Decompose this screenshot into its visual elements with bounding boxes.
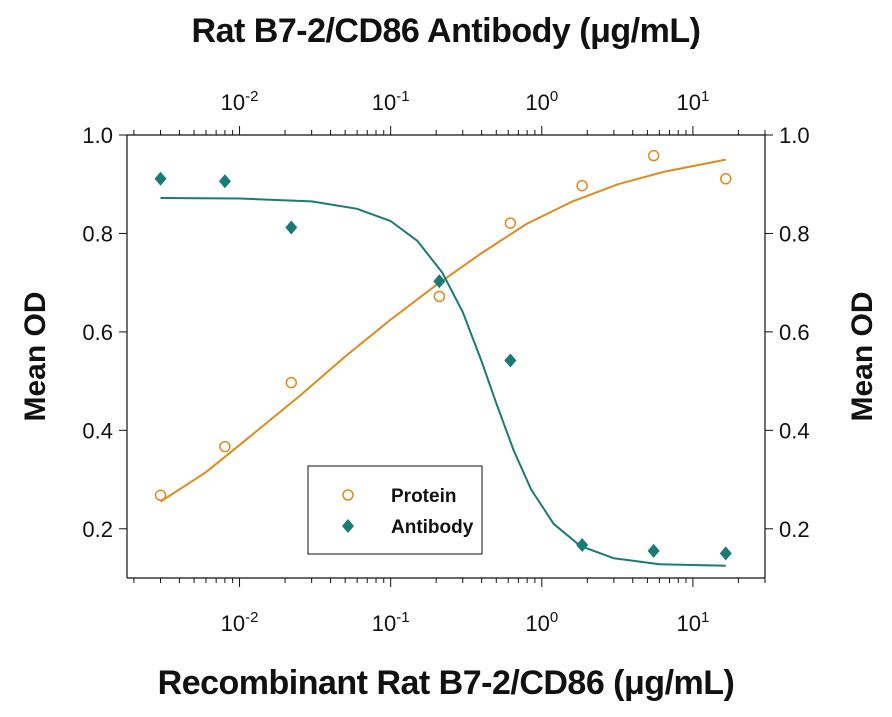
y-tick-label-left: 0.6 bbox=[82, 320, 113, 345]
data-point-protein bbox=[219, 440, 231, 453]
y-tick-label-right: 0.2 bbox=[779, 517, 810, 542]
y-tick-label-right: 1.0 bbox=[779, 123, 810, 148]
data-point-antibody bbox=[154, 171, 167, 186]
fit-curve-protein bbox=[159, 158, 726, 503]
x-tick-label-bottom: 100 bbox=[525, 609, 558, 636]
legend-marker-antibody bbox=[342, 519, 354, 533]
top-axis-title: Rat B7-2/CD86 Antibody (μg/mL) bbox=[191, 12, 701, 50]
fit-curve-antibody bbox=[160, 197, 726, 567]
data-point-antibody bbox=[218, 174, 231, 189]
data-point-antibody bbox=[504, 353, 517, 368]
y-tick-label-left: 0.4 bbox=[82, 418, 113, 443]
legend-box bbox=[307, 465, 483, 555]
data-point-protein bbox=[285, 376, 298, 389]
y-tick-label-right: 0.8 bbox=[779, 221, 810, 246]
x-tick-label-top: 10-2 bbox=[221, 88, 259, 115]
x-tick-label-top: 101 bbox=[676, 88, 709, 115]
y-axis-title-left: Mean OD bbox=[19, 291, 52, 421]
data-point-antibody bbox=[433, 274, 446, 289]
legend-label-antibody: Antibody bbox=[391, 517, 474, 538]
legend-marker-protein bbox=[342, 489, 354, 501]
data-point-protein bbox=[504, 217, 517, 229]
x-tick-label-top: 100 bbox=[525, 88, 558, 115]
x-tick-label-bottom: 101 bbox=[676, 609, 709, 636]
data-point-protein bbox=[647, 149, 660, 162]
data-point-protein bbox=[720, 173, 732, 185]
y-tick-label-left: 0.8 bbox=[82, 221, 113, 246]
data-point-protein bbox=[433, 290, 446, 303]
y-tick-label-right: 0.4 bbox=[779, 418, 810, 443]
y-axis-title-right: Mean OD bbox=[846, 291, 879, 421]
legend-label-protein: Protein bbox=[391, 486, 456, 507]
data-point-protein bbox=[576, 179, 588, 192]
y-tick-label-right: 0.6 bbox=[779, 320, 810, 345]
data-point-antibody bbox=[285, 220, 298, 235]
x-tick-label-bottom: 10-2 bbox=[221, 609, 259, 636]
y-tick-label-left: 0.2 bbox=[82, 517, 113, 542]
data-point-antibody bbox=[719, 546, 732, 561]
y-tick-label-left: 1.0 bbox=[82, 123, 113, 148]
data-point-protein bbox=[154, 489, 167, 502]
data-point-antibody bbox=[647, 543, 660, 558]
x-tick-label-bottom: 10-1 bbox=[372, 609, 410, 636]
data-point-antibody bbox=[576, 538, 589, 553]
x-axis-title: Recombinant Rat B7-2/CD86 (μg/mL) bbox=[157, 664, 735, 702]
x-tick-label-top: 10-1 bbox=[372, 88, 410, 115]
